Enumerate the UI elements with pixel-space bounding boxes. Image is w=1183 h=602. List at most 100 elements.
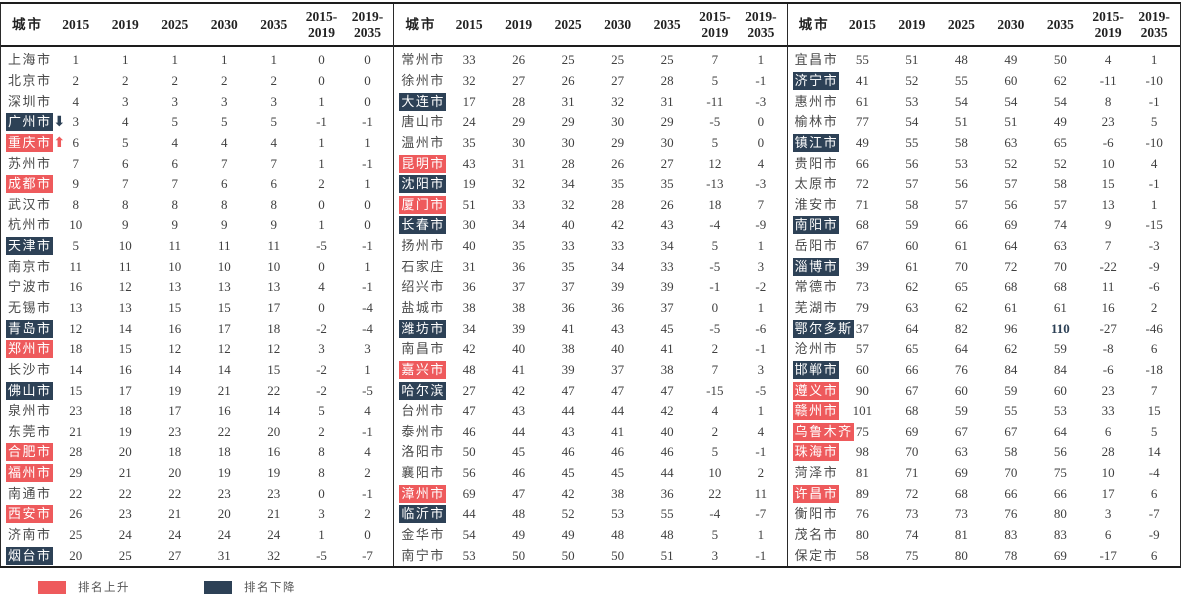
rank-value: 29	[561, 114, 575, 130]
table-row: 烟台市 20 25 27 31 32 -5 -7	[1, 545, 393, 566]
rank-change-value: 0	[364, 217, 371, 233]
table-row: 西安市 26 23 21 20 21 3 2	[1, 504, 393, 525]
column-header: 2019	[898, 16, 926, 32]
rank-value: 43	[660, 217, 674, 233]
rank-value: 23	[69, 403, 83, 419]
rank-value: 4	[122, 114, 129, 130]
rank-value: 67	[954, 423, 968, 439]
city-name: 镇江市	[792, 133, 840, 152]
rank-value: 6	[270, 176, 278, 192]
table-row: 合肥市 28 20 18 18 16 8 4	[1, 442, 393, 463]
rank-value: 82	[954, 320, 968, 336]
rank-value: 3	[270, 93, 278, 109]
column-header: 2030	[210, 16, 238, 32]
rank-value: 25	[611, 52, 625, 68]
rank-value: 49	[512, 527, 526, 543]
rank-value: 51	[1004, 114, 1018, 130]
city-cell: 榆林市	[788, 113, 838, 131]
rank-change-value: -18	[1145, 361, 1163, 377]
table-row: 无锡市 13 13 15 15 17 0 -4	[1, 298, 393, 319]
rank-change-value: -3	[1148, 238, 1160, 254]
rank-value: 66	[905, 361, 919, 377]
rank-change-value: 1	[757, 403, 765, 419]
rank-change-value: 11	[1101, 279, 1115, 295]
rank-value: 29	[512, 114, 526, 130]
rank-value: 43	[462, 155, 476, 171]
rank-change-value: 3	[711, 547, 719, 563]
rank-value: 65	[1053, 134, 1067, 150]
rank-value: 69	[905, 423, 919, 439]
rank-change-value: -1	[362, 423, 373, 439]
city-cell: 临沂市	[394, 505, 446, 524]
city-name: 淄博市	[792, 257, 840, 276]
rank-value: 6	[72, 134, 80, 150]
rank-value: 58	[1004, 444, 1018, 460]
rank-value: 24	[217, 527, 231, 543]
city-cell: 珠海市	[788, 443, 840, 462]
rank-change-value: -17	[1099, 547, 1117, 563]
city-cell: 赣州市	[788, 402, 840, 421]
rank-value: 2	[72, 72, 80, 88]
rank-change-value: 1	[318, 527, 325, 543]
city-name: 南宁市	[401, 547, 445, 563]
city-cell: 福州市	[1, 464, 53, 483]
city-name: 菏泽市	[794, 465, 839, 481]
rank-change-value: 10	[1101, 465, 1115, 481]
city-cell: 哈尔滨	[394, 381, 446, 400]
rank-value: 51	[954, 114, 968, 130]
city-cell: 苏州市	[1, 155, 51, 173]
rank-value: 39	[561, 361, 575, 377]
city-cell: 衡阳市	[788, 505, 838, 523]
city-cell: 盐城市	[394, 299, 444, 317]
rank-value: 16	[267, 444, 281, 460]
table-row: 邯郸市 60 66 76 84 84 -6 -18	[788, 360, 1180, 381]
city-cell: 武汉市	[1, 196, 51, 214]
rank-change-value: -6	[755, 320, 767, 336]
rank-value: 13	[69, 300, 83, 315]
city-cell: 扬州市	[394, 237, 444, 255]
rank-change-value: 12	[708, 155, 722, 171]
rank-change-value: -1	[316, 114, 327, 130]
rank-value: 54	[1004, 93, 1018, 109]
rank-value: 2	[270, 72, 278, 88]
table-row: 绍兴市 36 37 37 39 39 -1 -2	[394, 277, 786, 298]
rank-value: 48	[512, 506, 526, 522]
city-name: 邯郸市	[792, 360, 840, 379]
rank-value: 81	[954, 527, 968, 543]
rank-value: 89	[855, 485, 869, 501]
rank-value: 17	[217, 320, 231, 336]
rank-value: 17	[462, 93, 476, 109]
column-header: 城市	[405, 16, 437, 32]
rank-change-value: 23	[1101, 382, 1115, 398]
table-row: 潍坊市 34 39 41 43 45 -5 -6	[394, 318, 786, 339]
city-name: 襄阳市	[401, 465, 445, 481]
rank-change-value: 2	[364, 506, 371, 522]
table-row: 杭州市 10 9 9 9 9 1 0	[1, 215, 393, 236]
rank-value: 25	[69, 527, 83, 543]
rank-value: 61	[905, 258, 919, 274]
table-row: 南宁市 53 50 50 50 51 3 -1	[394, 545, 786, 566]
city-cell: 岳阳市	[788, 237, 838, 255]
rank-change-value: 5	[711, 444, 719, 460]
city-name: 珠海市	[792, 443, 840, 462]
rank-change-value: 7	[1150, 382, 1158, 398]
rank-change-value: -1	[362, 485, 373, 501]
table-row: 茂名市 80 74 81 83 83 6 -9	[788, 525, 1180, 546]
rank-change-value: 28	[1101, 444, 1115, 460]
rank-value: 51	[462, 196, 476, 212]
rank-value: 3	[171, 93, 179, 109]
city-cell: 乌鲁木齐	[788, 422, 854, 441]
rank-value: 13	[118, 300, 132, 315]
header-row: 城市 2015 2019 2025 2030 2035 2015- 2019 2019- 20…	[1, 4, 394, 47]
rank-value: 60	[1053, 382, 1067, 398]
rank-value: 4	[72, 93, 80, 109]
legend-item-down: 排名下降	[204, 579, 296, 595]
rank-value: 62	[954, 300, 968, 315]
rank-value: 34	[462, 320, 476, 336]
rank-change-value: 10	[708, 465, 722, 481]
table-panel-1: 城市 2015 2019 2025 2030 2035 2015- 2019 2019- 20…	[0, 4, 394, 566]
legend-label: 排名下降	[244, 582, 296, 594]
column-header: 2025	[947, 16, 975, 32]
table-row: 南昌市 42 40 38 40 41 2 -1	[394, 339, 786, 360]
rank-value: 25	[660, 52, 674, 68]
